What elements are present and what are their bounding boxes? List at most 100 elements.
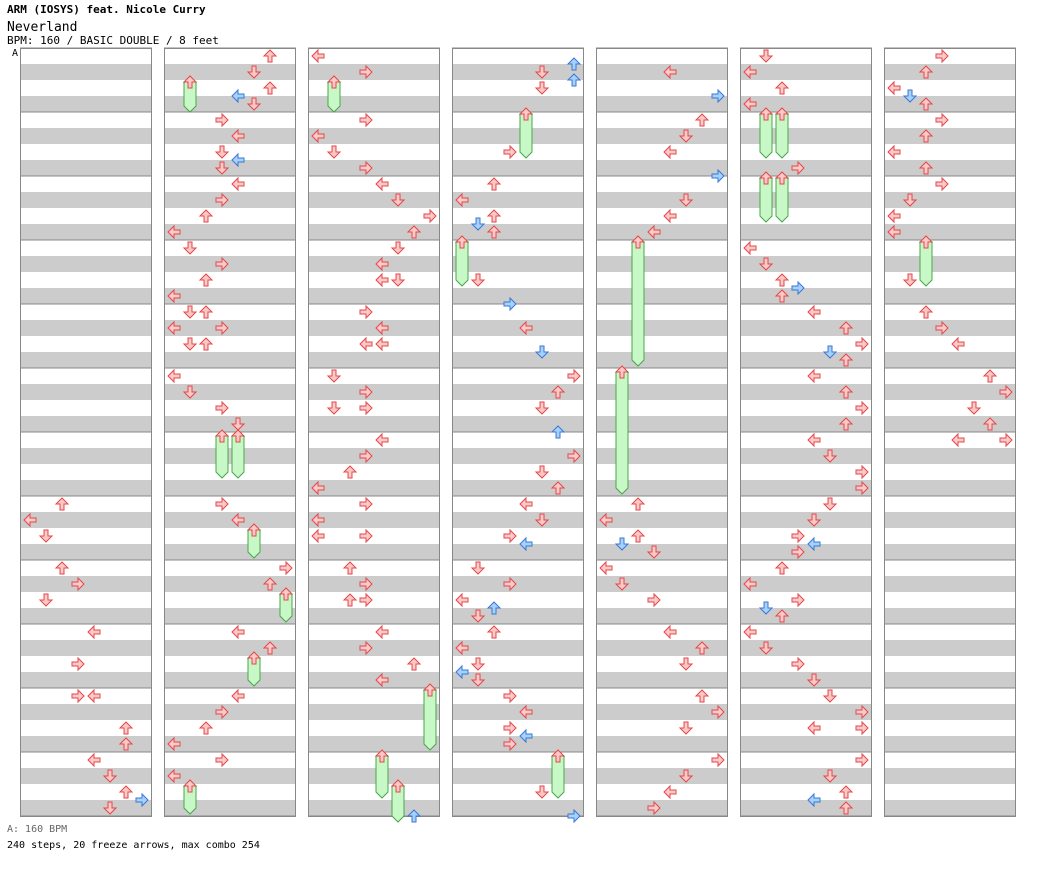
step-arrow [230,417,246,431]
step-arrow [743,64,757,80]
step-arrow [647,592,661,608]
step-arrow [198,305,214,319]
step-arrow [182,241,198,255]
step-arrow [279,560,293,576]
step-arrow [182,337,198,351]
step-arrow [246,523,262,537]
step-arrow [518,107,534,121]
step-arrow [774,273,790,287]
step-arrow [167,224,181,240]
step-arrow [758,49,774,63]
step-arrow [231,624,245,640]
step-arrow [390,241,406,255]
step-arrow [550,749,566,763]
step-arrow [550,385,566,399]
step-arrow [246,651,262,665]
step-arrow [646,545,662,559]
step-arrow [791,592,805,608]
step-arrow [215,192,229,208]
step-arrow [647,800,661,816]
step-arrow [198,209,214,223]
step-arrow [455,192,469,208]
step-arrow [486,225,502,239]
step-arrow [406,225,422,239]
step-arrow [855,480,869,496]
step-arrow [534,785,550,799]
step-arrow [246,97,262,111]
step-arrow [807,720,821,736]
step-arrow [567,448,581,464]
step-arrow [486,177,502,191]
step-arrow [887,144,901,160]
step-arrow [470,273,486,287]
step-arrow [326,369,342,383]
step-arrow [486,601,502,615]
step-arrow [534,345,550,359]
step-arrow [918,97,934,111]
step-arrow [647,224,661,240]
step-arrow [807,536,821,552]
step-arrow [614,537,630,551]
step-arrow [455,640,469,656]
step-arrow [902,193,918,207]
step-arrow [711,168,725,184]
step-arrow [215,256,229,272]
step-arrow [806,673,822,687]
step-arrow [791,544,805,560]
step-arrow [470,673,486,687]
step-arrow [23,512,37,528]
step-arrow [118,785,134,799]
step-arrow [519,496,533,512]
step-arrow [774,561,790,575]
step-arrow [406,657,422,671]
step-arrow [599,560,613,576]
freeze-arrow [775,177,789,223]
step-arrow [311,48,325,64]
freeze-arrow [423,689,437,751]
step-arrow [534,65,550,79]
step-arrow [503,720,517,736]
chart-column [740,48,872,817]
step-arrow [342,593,358,607]
step-arrow [230,429,246,443]
bpm-marker: A [12,48,19,59]
step-arrow [519,704,533,720]
step-arrow [774,107,790,121]
step-arrow [503,576,517,592]
step-arrow [455,592,469,608]
step-arrow [118,737,134,751]
step-arrow [982,417,998,431]
step-arrow [455,664,469,680]
step-arrow [791,656,805,672]
chart-title: ARM (IOSYS) feat. Nicole Curry [7,3,206,16]
step-arrow [534,465,550,479]
step-arrow [822,449,838,463]
step-arrow [887,208,901,224]
step-arrow [375,272,389,288]
step-arrow [566,73,582,87]
chart-info: BPM: 160 / BASIC DOUBLE / 8 feet [7,34,219,47]
step-arrow [375,320,389,336]
step-arrow [951,336,965,352]
chart-column [164,48,296,817]
step-arrow [214,145,230,159]
step-arrow [390,193,406,207]
step-arrow [743,240,757,256]
step-arrow [375,336,389,352]
step-arrow [359,112,373,128]
step-arrow [774,289,790,303]
step-arrow [822,497,838,511]
step-arrow [791,160,805,176]
step-arrow [694,113,710,127]
step-arrow [678,657,694,671]
step-arrow [71,656,85,672]
step-arrow [406,809,422,823]
step-arrow [311,512,325,528]
step-arrow [855,752,869,768]
step-arrow [262,641,278,655]
step-arrow [694,641,710,655]
step-arrow [231,512,245,528]
step-arrow [519,536,533,552]
step-arrow [182,779,198,793]
step-arrow [182,385,198,399]
